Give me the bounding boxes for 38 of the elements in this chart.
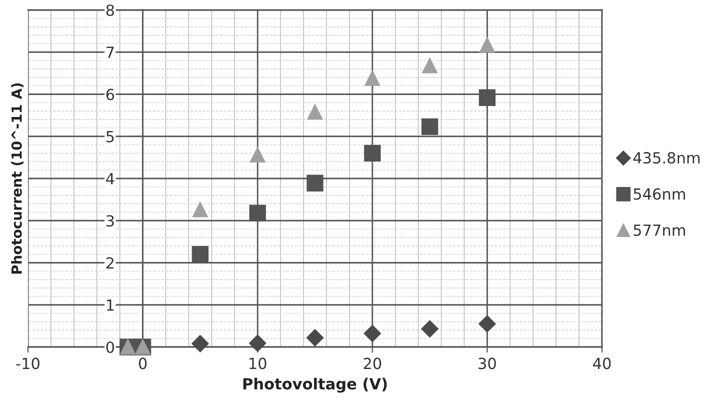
point (478, 89, 496, 106)
y-axis-title: Photocurrent (10^-11 A) (11, 83, 24, 274)
x-tick-label: 0 (138, 358, 147, 370)
x-tick-label: 10 (250, 358, 266, 370)
y-tick-label: 7 (106, 46, 114, 58)
point (192, 202, 208, 218)
point (421, 118, 438, 136)
point (480, 37, 495, 53)
point (478, 315, 496, 332)
point (192, 246, 209, 263)
y-tick-label: 0 (106, 341, 114, 354)
x-tick-label: 20 (364, 358, 382, 370)
point (250, 147, 266, 163)
point (306, 174, 324, 192)
point (364, 324, 381, 342)
x-tick-label: 30 (478, 358, 496, 370)
point (249, 334, 266, 352)
x-tick-label: -10 (16, 358, 40, 370)
y-tick-label: 2 (106, 257, 114, 269)
y-tick-label: 4 (106, 173, 114, 184)
x-tick-label: 40 (593, 358, 611, 370)
point (421, 320, 438, 338)
point (306, 329, 324, 346)
y-tick-label: 6 (106, 88, 114, 100)
point (192, 335, 209, 352)
x-axis-title: Photovoltage (V) (243, 378, 387, 393)
point (307, 104, 323, 120)
point (364, 144, 381, 162)
point (364, 70, 380, 86)
legend-label: 546nm (634, 188, 685, 200)
point (422, 58, 438, 74)
y-tick-label: 5 (106, 131, 114, 142)
legend-label: 577nm (634, 224, 685, 236)
y-tick-label: 1 (106, 300, 114, 311)
y-tick-label: 3 (106, 215, 114, 227)
point (249, 204, 266, 222)
legend-label: 435.8nm (633, 152, 700, 164)
y-tick-label: 8 (106, 4, 114, 16)
